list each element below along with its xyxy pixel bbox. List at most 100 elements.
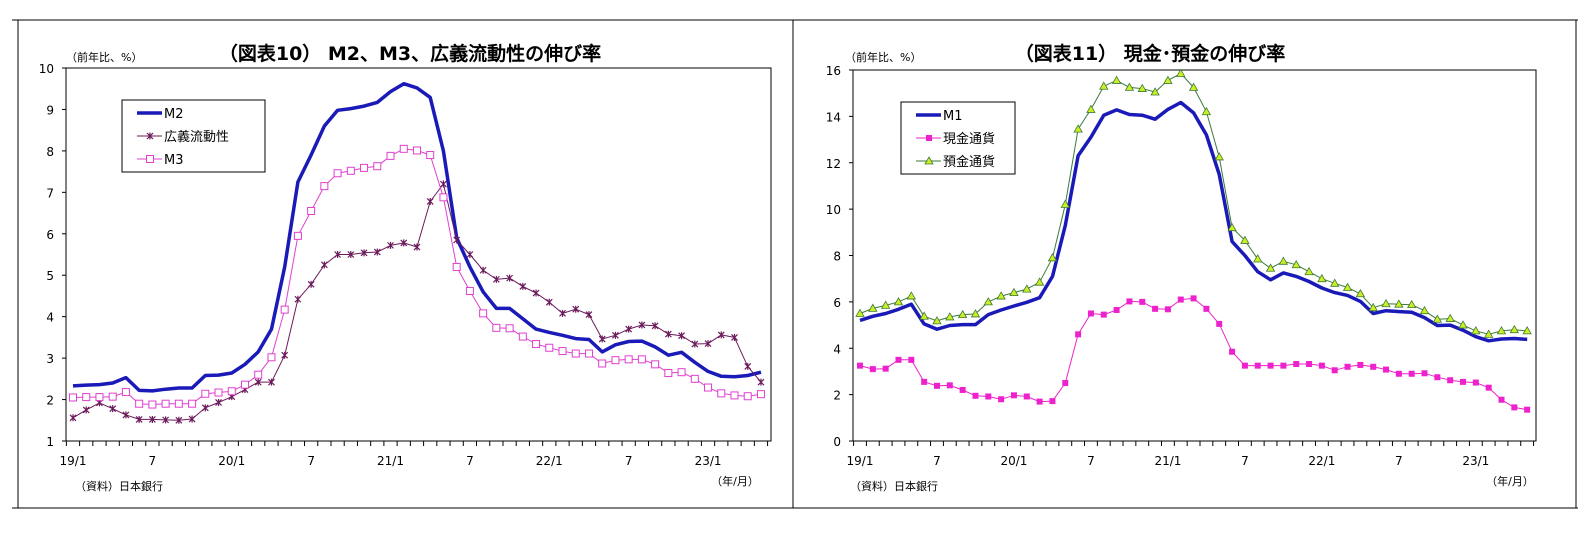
legend-label: 預金通貨 <box>943 154 995 170</box>
data-point <box>1278 256 1289 265</box>
data-point <box>148 415 156 423</box>
data-point <box>201 404 209 412</box>
data-point <box>174 399 183 408</box>
data-point <box>399 144 408 153</box>
data-point <box>1216 320 1223 327</box>
data-point <box>82 393 91 402</box>
data-point <box>598 335 606 343</box>
data-point <box>109 405 117 413</box>
data-point <box>426 151 435 160</box>
data-point <box>1498 396 1505 403</box>
data-point <box>625 325 633 333</box>
data-point <box>869 366 876 373</box>
y-tick-label: 2 <box>46 394 54 408</box>
y-tick-label: 12 <box>826 157 841 171</box>
data-point <box>1164 306 1171 313</box>
data-point <box>612 331 619 339</box>
x-tick-label: 7 <box>149 454 157 468</box>
series-line <box>859 100 1528 343</box>
data-point <box>717 331 725 339</box>
data-point <box>518 332 527 341</box>
data-point <box>347 251 355 258</box>
data-point <box>959 386 966 393</box>
data-point <box>744 362 752 370</box>
data-point <box>307 280 315 288</box>
data-point <box>360 249 368 257</box>
series-M3 <box>69 144 765 409</box>
data-point <box>1344 363 1351 370</box>
data-point <box>757 378 765 386</box>
data-point <box>466 251 474 258</box>
data-point <box>1087 310 1094 317</box>
chart-10: （図表10） M2、M3、広義流動性の伸び率 （前年比、%） （資料）日本銀行 （年/… <box>39 42 772 493</box>
data-point <box>532 340 541 349</box>
data-point <box>1047 253 1058 262</box>
data-point <box>1150 87 1160 96</box>
legend-label: 現金通貨 <box>943 131 995 147</box>
data-point <box>1458 320 1468 329</box>
x-tick-label: 23/1 <box>1462 454 1489 468</box>
data-point <box>1293 361 1300 368</box>
x-axis-unit: （年/月） <box>711 474 759 488</box>
data-point <box>1317 273 1327 283</box>
source-note: （資料）日本銀行 <box>850 479 938 493</box>
data-point <box>440 180 447 188</box>
x-tick-label: 22/1 <box>536 454 563 468</box>
chart-title: （図表10） M2、M3、広義流動性の伸び率 <box>219 42 601 65</box>
data-point <box>638 321 646 329</box>
data-point <box>240 380 249 389</box>
legend-label: M1 <box>943 109 963 124</box>
data-point <box>1100 311 1107 318</box>
x-tick-label: 7 <box>466 454 474 468</box>
legend-marker <box>924 156 934 165</box>
data-point <box>413 243 421 251</box>
data-point <box>1203 305 1210 312</box>
data-point <box>1177 296 1184 303</box>
x-tick-label: 19/1 <box>847 454 874 468</box>
y-tick-label: 6 <box>46 228 54 242</box>
data-point <box>373 162 382 171</box>
y-tick-label: 5 <box>46 269 54 283</box>
data-point <box>188 399 197 408</box>
data-point <box>855 308 865 317</box>
data-point <box>1342 282 1353 291</box>
data-point <box>664 369 673 378</box>
data-point <box>558 347 567 356</box>
data-point <box>1240 235 1250 244</box>
data-point <box>1163 75 1173 84</box>
data-point <box>1368 302 1378 312</box>
data-point <box>895 356 902 363</box>
data-point <box>1355 288 1366 298</box>
data-point <box>1075 331 1082 338</box>
data-point <box>333 169 342 178</box>
data-point <box>1524 406 1531 413</box>
data-point <box>1432 314 1443 323</box>
data-point <box>281 351 289 359</box>
data-point <box>1509 324 1520 334</box>
data-point <box>1009 287 1019 296</box>
data-point <box>1188 82 1199 91</box>
data-point <box>1306 361 1313 368</box>
data-point <box>215 398 222 406</box>
data-point <box>1522 326 1532 335</box>
data-point <box>946 382 953 389</box>
data-point <box>135 399 144 408</box>
data-point <box>704 383 713 392</box>
legend-label: 広義流動性 <box>164 129 229 145</box>
y-tick-label: 4 <box>46 311 54 325</box>
data-point <box>983 297 993 306</box>
data-point <box>664 330 672 338</box>
data-point <box>730 391 739 400</box>
series-line <box>72 81 762 393</box>
data-point <box>479 266 487 274</box>
x-tick-label: 7 <box>307 454 315 468</box>
data-point <box>998 396 1005 403</box>
x-tick-label: 20/1 <box>218 454 245 468</box>
data-point <box>1137 83 1147 92</box>
data-point <box>572 305 580 313</box>
data-point <box>294 295 302 303</box>
data-point <box>717 389 726 398</box>
data-point <box>691 340 699 348</box>
legend-label: M2 <box>164 107 184 122</box>
